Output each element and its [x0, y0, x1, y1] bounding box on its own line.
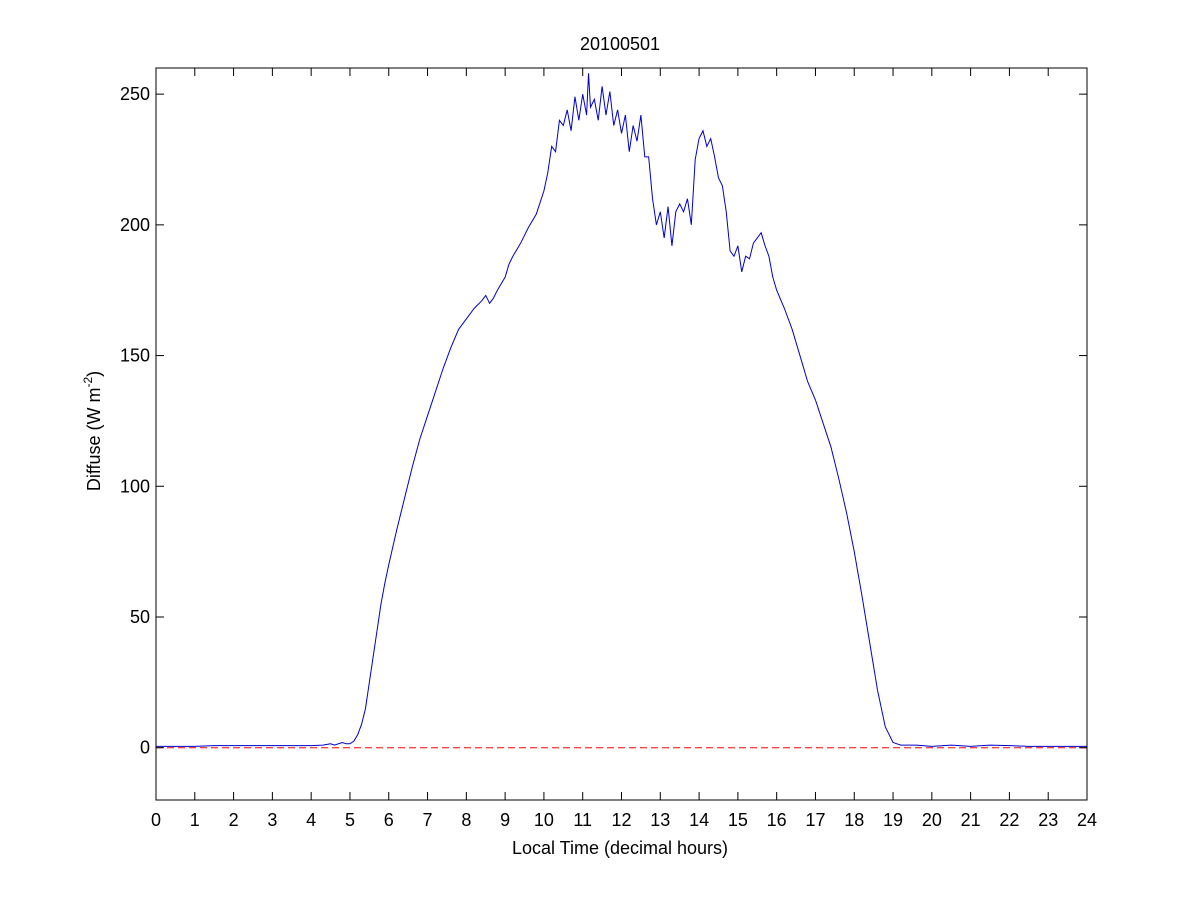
x-tick-label: 14	[689, 810, 709, 830]
x-tick-label: 18	[844, 810, 864, 830]
y-tick-label: 0	[140, 738, 150, 758]
x-tick-label: 9	[500, 810, 510, 830]
plot-area	[156, 68, 1087, 800]
x-axis: 0 1 2 3 4 5 6 7 8 9 10 11 12 13 14 15 16 17 18 19 20 21 22 23 24	[151, 68, 1097, 830]
diffuse-series-line	[156, 73, 1087, 747]
x-tick-label: 20	[922, 810, 942, 830]
y-tick-label: 100	[120, 476, 150, 496]
x-tick-label: 4	[306, 810, 316, 830]
x-tick-label: 24	[1077, 810, 1097, 830]
y-tick-label: 50	[130, 607, 150, 627]
x-tick-label: 1	[190, 810, 200, 830]
x-axis-label: Local Time (decimal hours)	[512, 838, 728, 858]
y-tick-label: 150	[120, 346, 150, 366]
series-layer	[156, 73, 1087, 749]
y-axis: 0 50 100 150 200 250	[120, 84, 1087, 758]
x-tick-label: 21	[961, 810, 981, 830]
x-tick-label: 22	[999, 810, 1019, 830]
x-tick-label: 23	[1038, 810, 1058, 830]
x-tick-label: 13	[650, 810, 670, 830]
x-tick-label: 12	[611, 810, 631, 830]
x-tick-label: 11	[573, 810, 592, 830]
x-tick-label: 8	[461, 810, 471, 830]
y-tick-label: 200	[120, 215, 150, 235]
x-tick-label: 17	[805, 810, 825, 830]
x-tick-label: 6	[384, 810, 394, 830]
x-tick-label: 5	[345, 810, 355, 830]
y-axis-label-main: Diffuse (W m	[84, 387, 104, 491]
y-axis-label-superscript: -2	[81, 376, 95, 387]
x-tick-label: 19	[883, 810, 903, 830]
x-tick-label: 3	[267, 810, 277, 830]
chart-title: 20100501	[580, 34, 660, 54]
x-tick-label: 7	[423, 810, 433, 830]
x-tick-label: 2	[229, 810, 239, 830]
y-axis-label-close: )	[84, 371, 104, 377]
x-tick-label: 16	[767, 810, 787, 830]
y-tick-label: 250	[120, 84, 150, 104]
x-tick-label: 0	[151, 810, 161, 830]
y-axis-label: Diffuse (W m-2)	[81, 371, 104, 491]
x-tick-label: 15	[728, 810, 748, 830]
x-tick-label: 10	[534, 810, 554, 830]
